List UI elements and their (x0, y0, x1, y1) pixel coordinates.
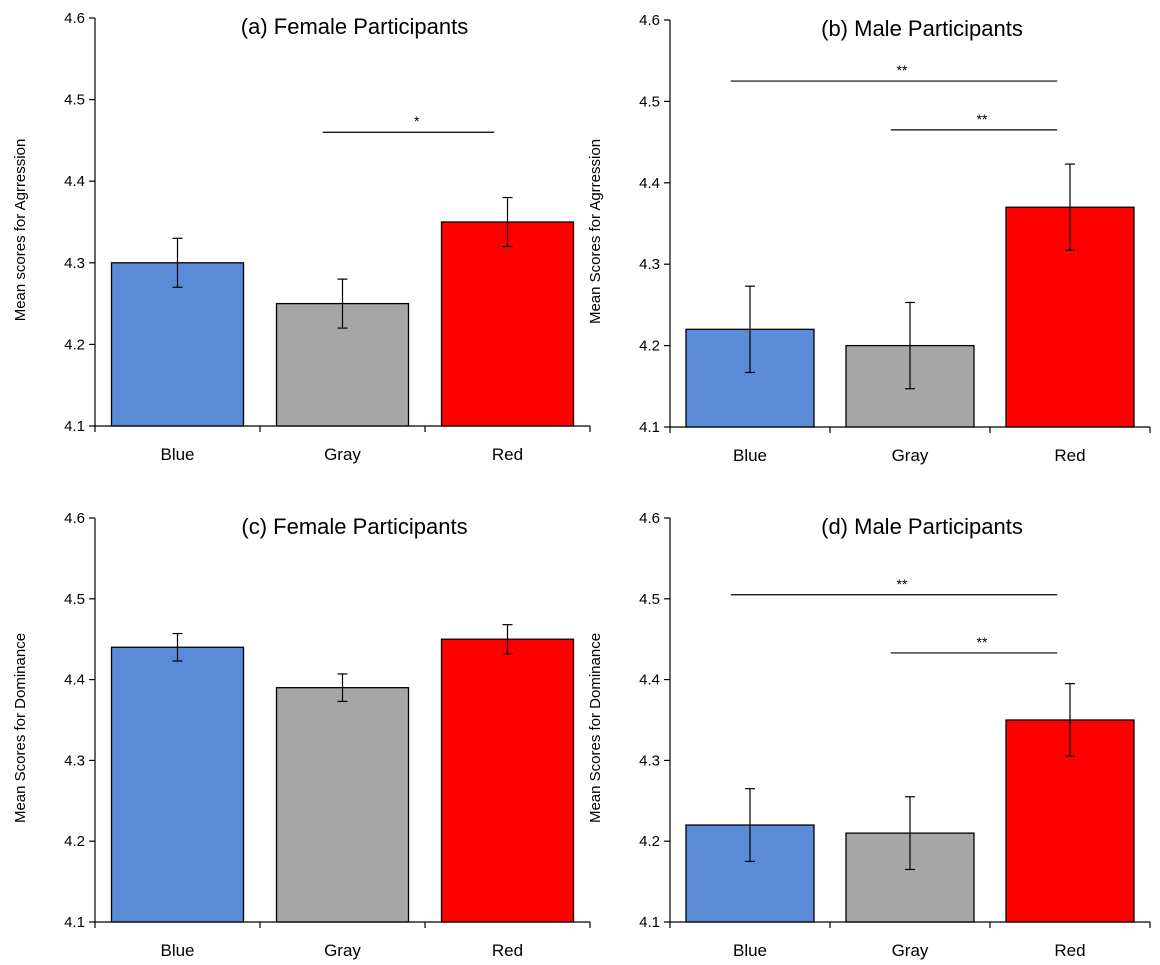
y-axis-label: Mean scores for Agrression (12, 139, 29, 322)
x-tick-label: Blue (160, 445, 194, 464)
panel-c: 4.1 4.2 4.3 4.4 4.5 4.6 Blue Gray Red (c) Female … (12, 510, 591, 960)
x-tick-label: Blue (733, 446, 767, 465)
y-tick-label: 4.1 (639, 419, 660, 436)
y-tick-label: 4.1 (639, 914, 660, 931)
significance-label: ** (977, 111, 988, 127)
chart-title: (a) Female Participants (241, 14, 468, 39)
y-tick-label: 4.5 (639, 93, 660, 110)
significance-label: * (414, 113, 420, 129)
y-tick-label: 4.4 (64, 672, 85, 689)
panel-b: 4.1 4.2 4.3 4.4 4.5 4.6 Blue Gray Red ** ** (b) Mal… (587, 12, 1151, 465)
y-tick-label: 4.3 (639, 752, 660, 769)
significance-label: ** (897, 62, 908, 78)
x-tick-label: Blue (160, 941, 194, 960)
y-axis-label: Mean Scores for Agrression (587, 139, 604, 324)
y-tick-label: 4.3 (64, 255, 85, 272)
panel-a: 4.1 4.2 4.3 4.4 4.5 4.6 Blue Gray Red * (a) Female… (12, 10, 591, 464)
x-tick-label: Gray (324, 941, 361, 960)
significance-label: ** (977, 634, 988, 650)
chart-title: (b) Male Participants (821, 16, 1023, 41)
x-tick-label: Red (1054, 941, 1085, 960)
y-tick-label: 4.2 (639, 338, 660, 355)
y-tick-label: 4.6 (639, 510, 660, 527)
y-tick-label: 4.5 (639, 591, 660, 608)
x-tick-label: Gray (892, 941, 929, 960)
x-tick-label: Gray (324, 445, 361, 464)
y-tick-label: 4.1 (64, 914, 85, 931)
y-tick-label: 4.5 (64, 92, 85, 109)
x-tick-label: Red (1054, 446, 1085, 465)
chart-title: (d) Male Participants (821, 514, 1023, 539)
y-tick-label: 4.3 (64, 752, 85, 769)
y-tick-label: 4.4 (639, 175, 660, 192)
y-tick-label: 4.4 (639, 672, 660, 689)
x-tick-label: Gray (892, 446, 929, 465)
y-tick-label: 4.5 (64, 591, 85, 608)
chart-title: (c) Female Participants (241, 514, 467, 539)
panel-d: 4.1 4.2 4.3 4.4 4.5 4.6 Blue Gray Red ** ** (d) Mal… (587, 510, 1151, 960)
x-tick-label: Red (492, 445, 523, 464)
bar-blue (110, 262, 245, 427)
bar-gray (275, 687, 410, 923)
x-tick-label: Red (492, 941, 523, 960)
y-axis-label: Mean Scores for Dominance (587, 633, 604, 823)
y-tick-label: 4.6 (639, 12, 660, 29)
bar-red (440, 221, 575, 427)
significance-label: ** (897, 576, 908, 592)
y-tick-label: 4.4 (64, 173, 85, 190)
y-tick-label: 4.6 (64, 510, 85, 527)
y-tick-label: 4.6 (64, 10, 85, 27)
y-tick-label: 4.2 (64, 833, 85, 850)
y-axis-label: Mean Scores for Dominance (12, 633, 29, 823)
y-tick-label: 4.3 (639, 256, 660, 273)
y-tick-label: 4.1 (64, 418, 85, 435)
bar-blue (110, 646, 245, 923)
x-tick-label: Blue (733, 941, 767, 960)
bar-red (440, 638, 575, 923)
y-tick-label: 4.2 (639, 833, 660, 850)
y-tick-label: 4.2 (64, 336, 85, 353)
